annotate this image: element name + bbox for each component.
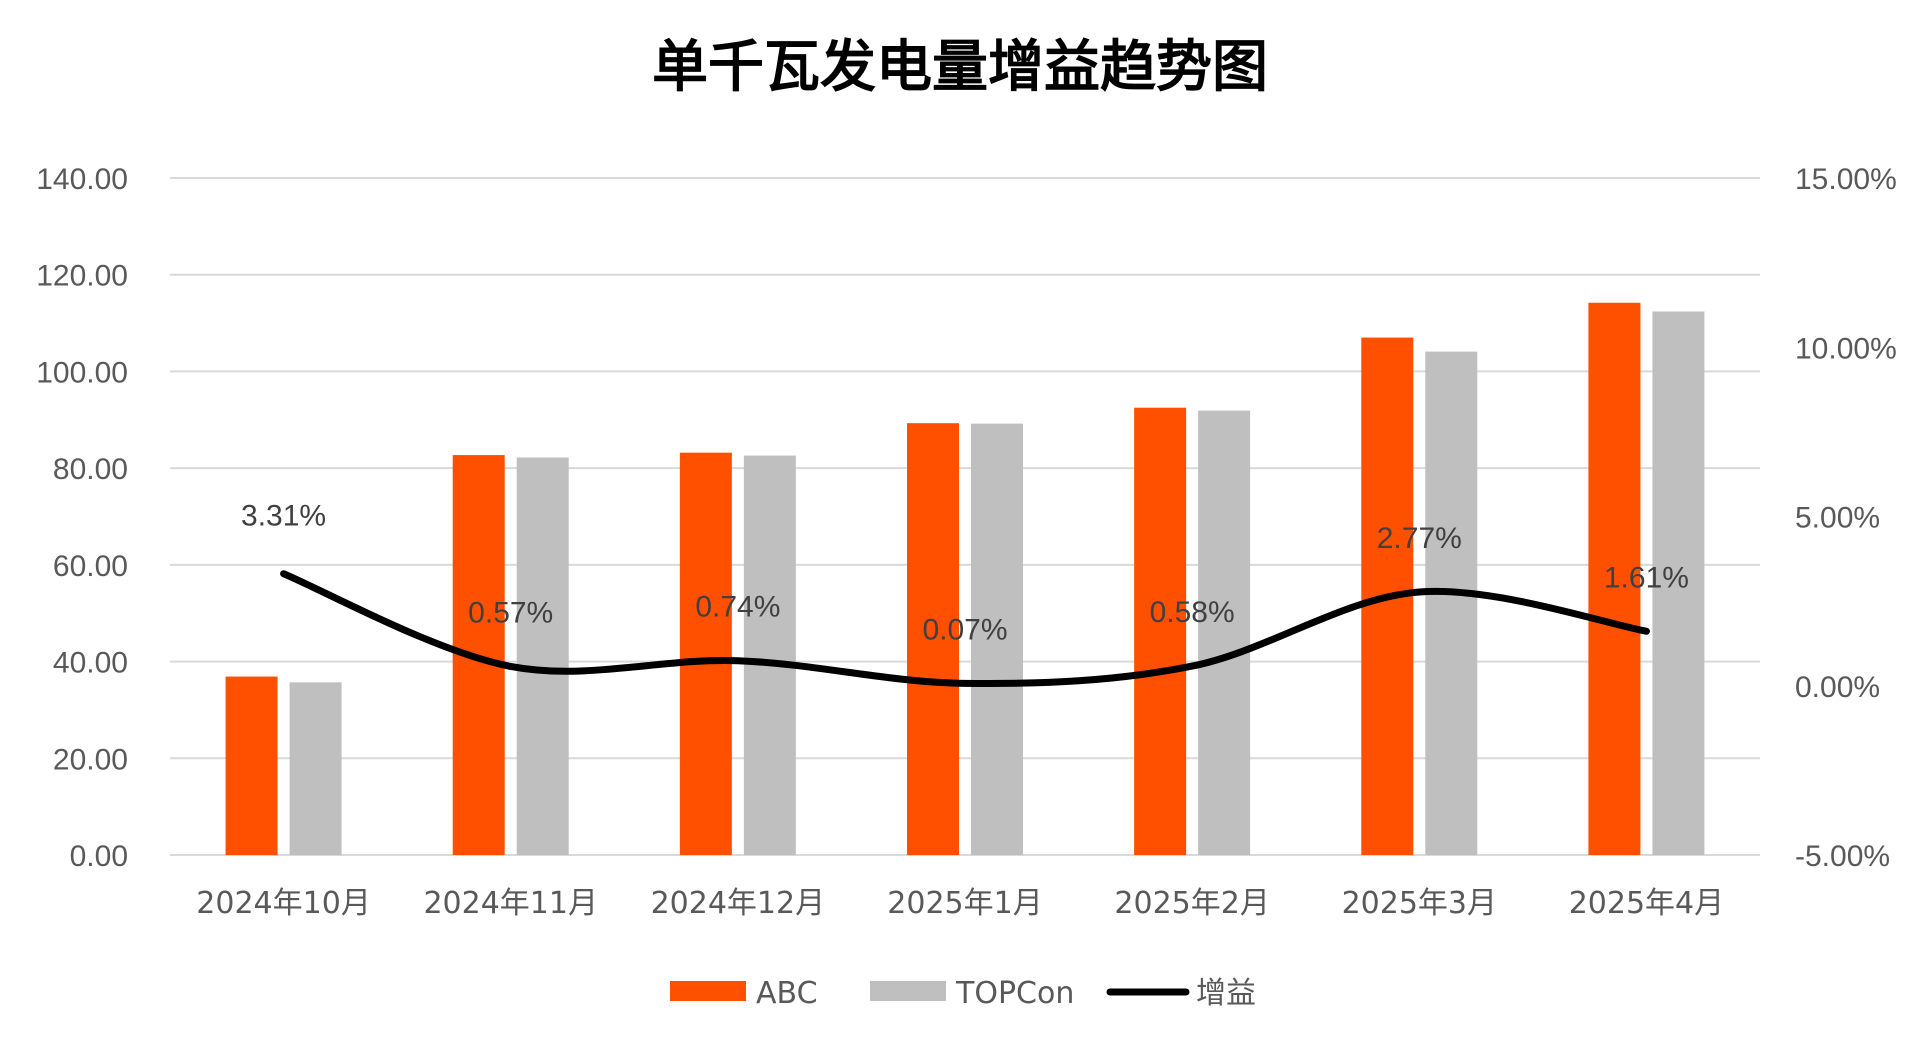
bar-topcon (743, 455, 796, 855)
legend-label: ABC (756, 976, 818, 1011)
left-y-axis: 0.00 20.00 40.00 60.00 80.00 100.00 120.00 140.… (36, 163, 128, 873)
gain-data-label: 2.77% (1377, 522, 1462, 555)
gain-data-label: 1.61% (1604, 561, 1689, 594)
gain-data-label: 0.07% (922, 613, 1007, 646)
right-axis-tick-label: 5.00% (1795, 502, 1880, 535)
bar-topcon (1652, 311, 1705, 856)
x-axis-category-label: 2024年11月 (423, 886, 598, 921)
gain-line-series (280, 570, 1650, 688)
bar-topcon (971, 423, 1023, 855)
bar-series (225, 302, 1705, 856)
legend-swatch-topcon (870, 981, 946, 1001)
x-axis-category-label: 2025年2月 (1114, 886, 1269, 921)
bar-abc (907, 423, 959, 855)
left-axis-tick-label: 20.00 (53, 743, 128, 776)
left-axis-tick-label: 120.00 (36, 260, 128, 293)
left-axis-tick-label: 100.00 (36, 356, 128, 389)
bar-topcon (289, 682, 342, 855)
right-axis-tick-label: 0.00% (1795, 671, 1880, 704)
gain-data-label: 0.58% (1150, 596, 1235, 629)
bar-abc (1134, 407, 1187, 855)
data-labels: 3.31% 0.57% 0.74% 0.07% 0.58% 2.77% 1.61% (241, 500, 1689, 647)
x-axis: 2024年10月 2024年11月 2024年12月 2025年1月 2025年2月 20… (196, 886, 1724, 921)
x-axis-category-label: 2025年4月 (1569, 886, 1724, 921)
gain-line (280, 570, 1650, 688)
left-axis-tick-label: 140.00 (36, 163, 128, 196)
bar-topcon (1198, 410, 1251, 855)
gain-data-label: 3.31% (241, 500, 326, 533)
left-axis-tick-label: 40.00 (53, 647, 128, 680)
gridlines (170, 177, 1760, 856)
gain-data-label: 0.57% (468, 596, 553, 629)
legend-swatch-abc (670, 981, 746, 1001)
x-axis-category-label: 2024年12月 (651, 886, 826, 921)
bar-topcon (516, 457, 569, 855)
gain-data-label: 0.74% (695, 591, 780, 624)
right-y-axis: -5.00% 0.00% 5.00% 10.00% 15.00% (1795, 163, 1897, 873)
bar-abc (1588, 302, 1641, 855)
x-axis-category-label: 2025年3月 (1342, 886, 1497, 921)
legend-label: 增益 (1196, 976, 1256, 1011)
left-axis-tick-label: 80.00 (53, 453, 128, 486)
right-axis-tick-label: -5.00% (1795, 840, 1890, 873)
legend: ABC TOPCon 增益 (670, 976, 1256, 1011)
bar-topcon (1425, 351, 1478, 855)
right-axis-tick-label: 15.00% (1795, 163, 1897, 196)
left-axis-tick-label: 0.00 (70, 840, 128, 873)
right-axis-tick-label: 10.00% (1795, 332, 1897, 365)
x-axis-category-label: 2024年10月 (196, 886, 371, 921)
bar-abc (679, 452, 732, 855)
left-axis-tick-label: 60.00 (53, 550, 128, 583)
bar-abc (225, 676, 278, 855)
chart-title: 单千瓦发电量增益趋势图 (652, 35, 1268, 100)
legend-label: TOPCon (955, 976, 1074, 1011)
x-axis-category-label: 2025年1月 (887, 886, 1042, 921)
